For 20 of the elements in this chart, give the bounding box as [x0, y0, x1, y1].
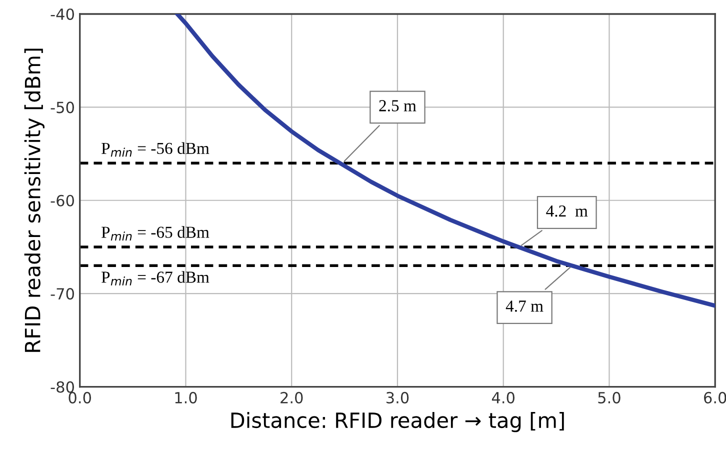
y-tick-label: -50: [50, 102, 74, 114]
x-tick-label: 5.0: [598, 392, 620, 404]
ref-line-label: P$_{min}$ = -65 dBm: [102, 226, 210, 240]
y-tick-label: -70: [50, 288, 74, 300]
x-tick-label: 6.0: [704, 392, 726, 404]
x-tick-label: 4.0: [492, 392, 514, 404]
x-tick-label: 0.0: [68, 392, 91, 404]
annotation: 2.5 m: [379, 100, 416, 112]
y-tick-label: -40: [50, 8, 74, 20]
x-axis-title: Distance: RFID reader → tag [m]: [231, 412, 564, 432]
annotation: 4.2 m: [546, 205, 588, 217]
y-tick-label: -80: [50, 381, 74, 393]
y-axis-title: RFID reader sensitivity [dBm]: [24, 48, 44, 352]
x-tick-label: 2.0: [280, 392, 303, 404]
annotation: 4.7 m: [506, 300, 544, 312]
y-tick-label: -60: [50, 194, 74, 206]
ref-line-label: P$_{min}$ = -56 dBm: [102, 142, 210, 157]
x-tick-label: 3.0: [386, 392, 409, 404]
ref-line-label: P$_{min}$ = -67 dBm: [102, 271, 210, 286]
x-tick-label: 1.0: [175, 392, 197, 404]
